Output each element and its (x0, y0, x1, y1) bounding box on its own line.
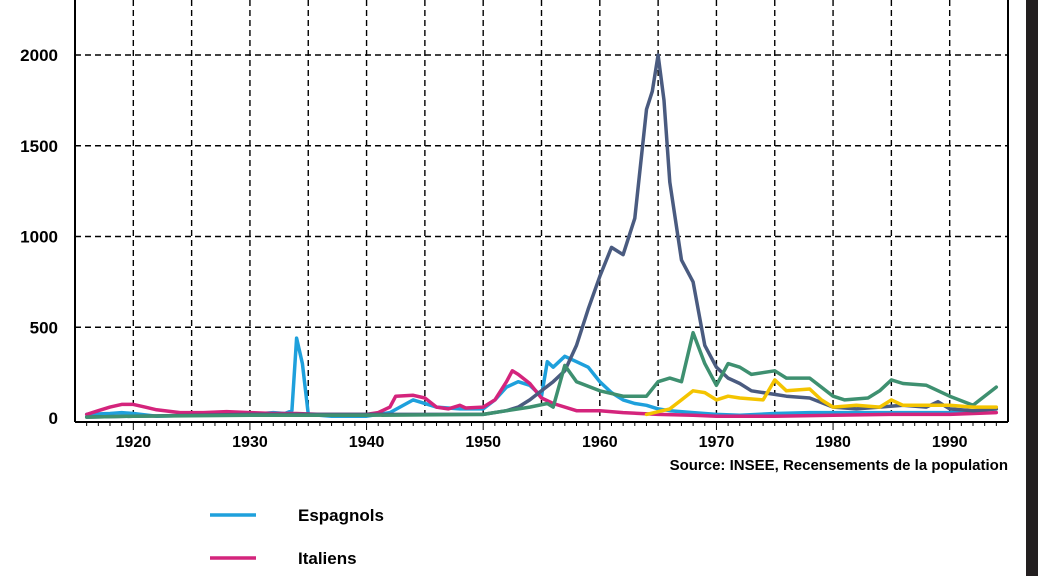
x-tick-label: 1940 (349, 434, 385, 451)
legend-label: Espagnols (298, 506, 384, 525)
x-tick-label: 1990 (932, 434, 968, 451)
series-layer (84, 53, 999, 419)
y-tick-label: 1500 (20, 137, 58, 156)
y-tick-label: 0 (49, 409, 58, 428)
grid-layer (75, 0, 1008, 420)
x-tick-label: 1960 (582, 434, 618, 451)
series-line-5 (644, 378, 999, 417)
y-tick-label: 500 (30, 318, 58, 337)
legend-label: Italiens (298, 549, 357, 568)
frame-border (1026, 0, 1038, 576)
axis-layer: 0 500 1000 1500 2000 1920 1930 1940 1950 1960 1970… (20, 0, 1009, 451)
y-tick-label: 1000 (20, 228, 58, 247)
series-line-2 (84, 369, 999, 418)
x-tick-label: 1920 (116, 434, 152, 451)
x-tick-label: 1950 (465, 434, 501, 451)
source-caption: Source: INSEE, Recensements de la popula… (670, 457, 1008, 474)
series-line-3 (84, 53, 999, 419)
x-tick-label: 1930 (232, 434, 268, 451)
x-tick-label: 1970 (699, 434, 735, 451)
legend: Espagnols Italiens (210, 506, 384, 568)
series-line-4 (84, 330, 999, 419)
y-tick-label: 2000 (20, 46, 58, 65)
x-tick-label: 1980 (815, 434, 851, 451)
